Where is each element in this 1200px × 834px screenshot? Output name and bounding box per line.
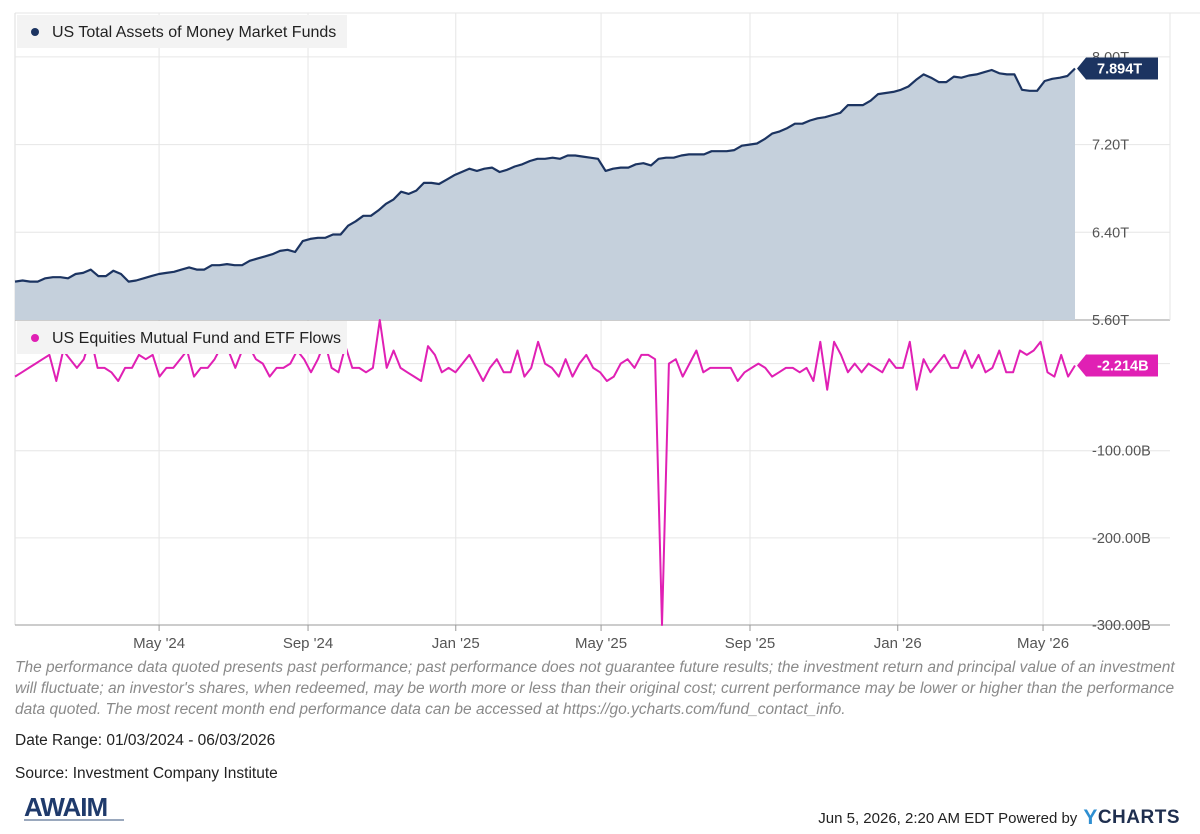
legend-label: US Equities Mutual Fund and ETF Flows	[52, 330, 341, 347]
last-value-label: 7.894T	[1097, 61, 1142, 77]
x-tick-label: May '24	[133, 635, 185, 652]
timestamp: Jun 5, 2026, 2:20 AM EDT Powered by	[818, 809, 1078, 827]
x-tick-label: May '26	[1017, 635, 1069, 652]
legends: US Total Assets of Money Market Funds US …	[17, 15, 347, 354]
x-tick-label: Sep '24	[283, 635, 333, 652]
y-tick-label: -300.00B	[1092, 618, 1151, 634]
y-tick-label: 7.20T	[1092, 138, 1129, 154]
x-tick-label: Sep '25	[725, 635, 775, 652]
equity-flows-panel: -300.00B-200.00B-100.00B0.00-2.214B	[14, 319, 1170, 634]
legend-marker	[31, 28, 39, 36]
last-value-flag	[1077, 354, 1158, 377]
ycharts-logo-y: Y	[1083, 806, 1098, 829]
x-tick-label: Jan '25	[432, 635, 480, 652]
series-line	[14, 319, 1076, 626]
x-axis: May '24 Sep '24 Jan '25 May '25 Sep '25 Jan '…	[133, 625, 1069, 652]
y-tick-label: 6.40T	[1092, 225, 1129, 241]
legend-box	[17, 321, 347, 354]
date-range: Date Range: 01/03/2024 - 06/03/2026	[15, 732, 276, 749]
area-fill	[15, 68, 1075, 320]
legend-box	[17, 15, 347, 48]
ycharts-logo-rest: CHARTS	[1097, 807, 1180, 828]
series-line	[14, 67, 1076, 283]
footer: Jun 5, 2026, 2:20 AM EDT Powered by Y CHA…	[818, 806, 1180, 830]
ycharts-logo[interactable]: Y CHARTS	[1083, 806, 1180, 830]
last-value-flag	[1077, 57, 1158, 80]
last-value-label: -2.214B	[1097, 359, 1149, 375]
disclaimer-text: The performance data quoted presents pas…	[15, 659, 1175, 718]
y-tick-label: -100.00B	[1092, 444, 1151, 460]
awaim-logo: AWAIM	[24, 792, 124, 822]
x-tick-label: Jan '26	[874, 635, 922, 652]
y-tick-label: -200.00B	[1092, 531, 1151, 547]
y-tick-label: 5.60T	[1092, 313, 1129, 329]
legend-label: US Total Assets of Money Market Funds	[52, 24, 336, 41]
svg-text:AWAIM: AWAIM	[24, 792, 107, 822]
source-label: Source: Investment Company Institute	[15, 765, 278, 782]
x-tick-label: May '25	[575, 635, 627, 652]
legend-marker	[31, 334, 39, 342]
